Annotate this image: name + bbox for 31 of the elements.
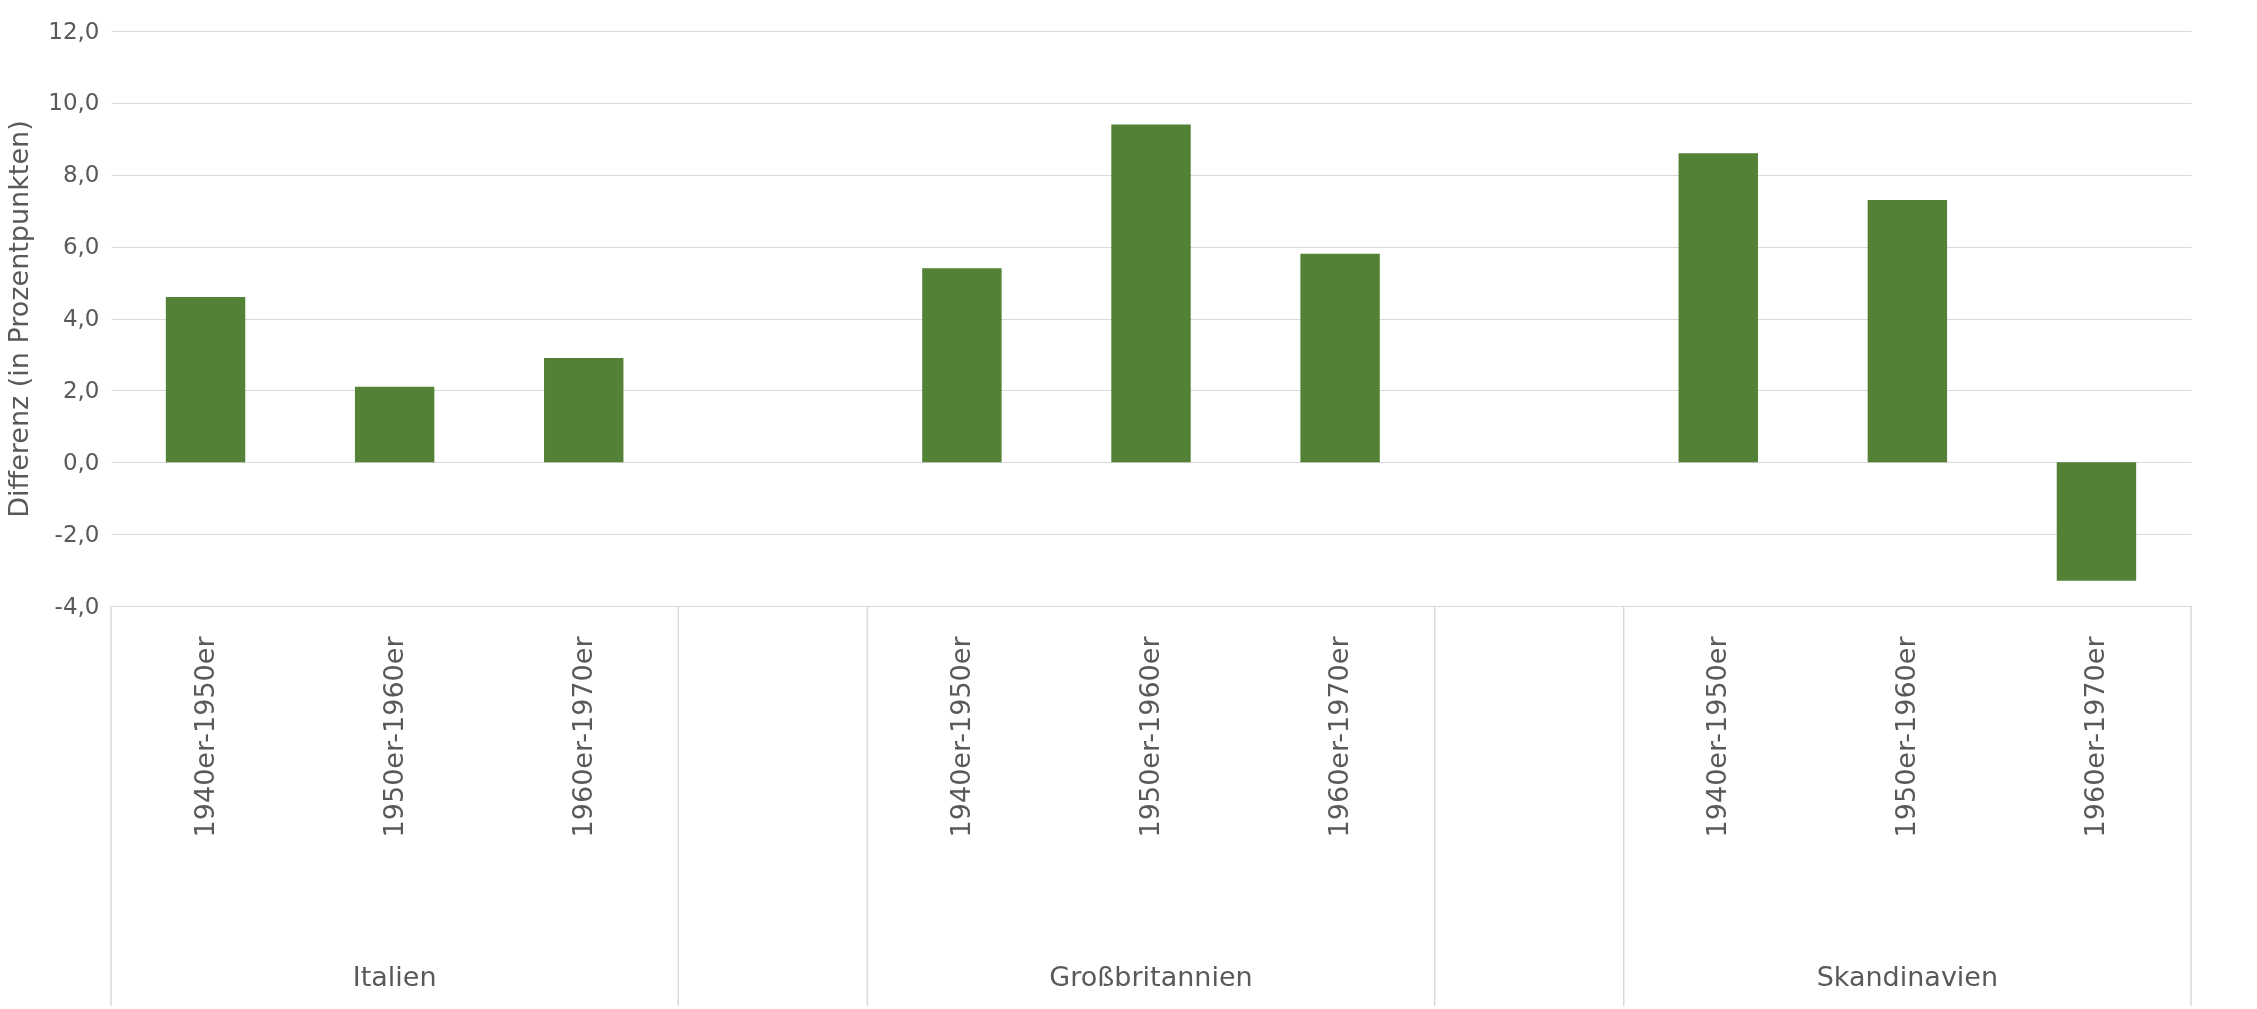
x-tick-label: 1960er-1970er: [566, 635, 598, 838]
x-tick-label: 1950er-1960er: [377, 635, 409, 838]
bar: [1111, 124, 1191, 463]
x-tick-label: 1940er-1950er: [944, 635, 976, 838]
x-tick-label: 1940er-1950er: [1701, 635, 1733, 838]
bar: [165, 296, 246, 463]
x-tick-label: 1960er-1970er: [2079, 635, 2111, 838]
y-tick-label: -4,0: [54, 592, 100, 619]
text: Skandinavien: [1816, 961, 1999, 992]
bar: [544, 358, 624, 463]
bar: [2056, 462, 2137, 581]
text: Italien: [352, 961, 437, 992]
y-tick-label: 2,0: [62, 376, 100, 403]
y-axis-title: Differenz (in Prozentpunkten): [3, 120, 35, 518]
x-tick-label: 1950er-1960er: [1890, 635, 1922, 838]
y-tick-label: 6,0: [62, 233, 100, 260]
x-tick-label: 1940er-1950er: [188, 635, 220, 838]
bar: [1678, 153, 1758, 463]
bar: [354, 386, 435, 463]
y-tick-label: 4,0: [62, 305, 100, 331]
bar: [1300, 253, 1380, 463]
bar: [922, 268, 1002, 463]
bar: [1867, 199, 1948, 463]
x-tick-label: 1960er-1970er: [1323, 635, 1355, 838]
x-tick-label: 1950er-1960er: [1134, 635, 1165, 838]
y-tick-label: 10,0: [48, 89, 100, 116]
y-tick-label: 8,0: [62, 161, 100, 188]
text: Großbritannien: [1049, 961, 1253, 992]
y-tick-label: -2,0: [54, 520, 100, 547]
y-tick-label: 0,0: [62, 448, 100, 475]
y-tick-label: 12,0: [48, 17, 100, 44]
